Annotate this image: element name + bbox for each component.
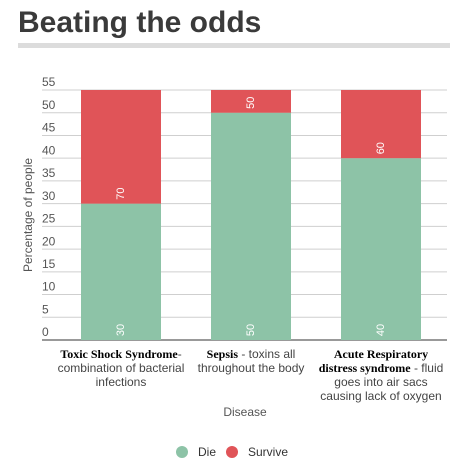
x-tick-label: Acute Respiratory distress syndrome - fl… [316, 347, 446, 403]
data-label: 50 [245, 324, 257, 336]
y-tick-label: 20 [42, 234, 56, 248]
legend-label: Die [198, 445, 216, 459]
legend-label: Survive [248, 445, 288, 459]
category-detail: - fluid goes into air sacs causing lack … [320, 361, 444, 403]
y-tick-label: 5 [42, 302, 49, 316]
y-tick-label: 0 [42, 325, 49, 339]
category-term: Acute Respiratory distress syndrome [318, 347, 429, 375]
bar-segment [81, 203, 161, 340]
y-tick-label: 40 [42, 143, 56, 157]
data-label: 40 [375, 324, 387, 336]
bar-segment [341, 90, 421, 159]
bar-segment [211, 112, 291, 341]
bar-segment [81, 90, 161, 204]
data-label: 60 [375, 142, 387, 154]
x-tick-label: Sepsis - toxins all throughout the body [186, 347, 316, 375]
bar-segment [211, 90, 291, 113]
category-term: Sepsis [206, 347, 238, 361]
y-tick-label: 15 [42, 257, 56, 271]
y-tick-label: 50 [42, 98, 56, 112]
chart-title: Beating the odds [18, 6, 261, 39]
legend-swatch [226, 446, 238, 458]
y-tick-label: 35 [42, 166, 56, 180]
category-term: Toxic Shock Syndrome [60, 347, 178, 361]
plot-area [81, 90, 421, 341]
category-detail: - toxins all throughout the body [197, 347, 305, 375]
y-tick-label: 10 [42, 280, 56, 294]
y-axis-title: Percentage of people [21, 158, 35, 272]
y-tick-label: 45 [42, 121, 56, 135]
x-axis-title: Disease [223, 405, 267, 419]
legend-swatch [176, 446, 188, 458]
y-tick-label: 25 [42, 212, 56, 226]
data-label: 70 [115, 188, 127, 200]
y-tick-label: 55 [42, 75, 56, 89]
y-tick-label: 30 [42, 189, 56, 203]
category-detail: -combination of bacterial infections [57, 347, 185, 389]
title-rule [18, 43, 450, 48]
bar-segment [341, 158, 421, 340]
data-label: 30 [115, 324, 127, 336]
data-label: 50 [245, 97, 257, 109]
x-tick-label: Toxic Shock Syndrome-combination of bact… [56, 347, 186, 389]
